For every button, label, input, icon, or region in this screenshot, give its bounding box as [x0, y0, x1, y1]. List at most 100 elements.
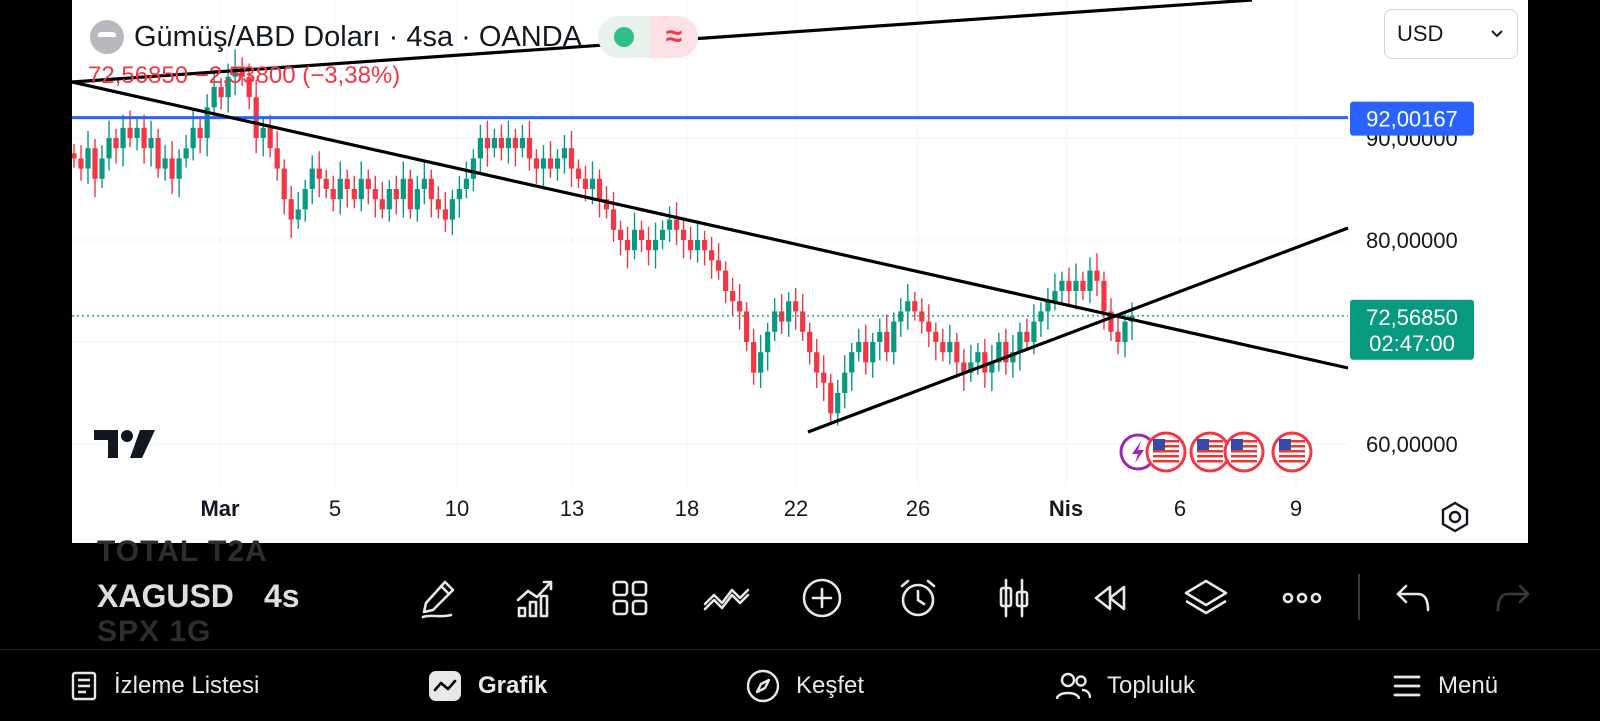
- candle-body: [337, 178, 343, 200]
- candle-body: [372, 189, 378, 200]
- candle-body: [1115, 331, 1121, 342]
- candle-body: [540, 158, 547, 169]
- candle-body: [575, 168, 582, 179]
- symbol-ticker[interactable]: XAGUSD: [97, 578, 234, 614]
- candle-body: [449, 199, 455, 220]
- us-flag-icon[interactable]: [1189, 431, 1231, 473]
- nav-explore[interactable]: Keşfet: [746, 650, 864, 721]
- candle-body: [288, 199, 294, 220]
- symbol-title[interactable]: Gümüş/ABD Doları · 4sa · OANDA: [134, 20, 582, 53]
- alarm-icon[interactable]: [890, 570, 946, 626]
- candle-body: [519, 138, 526, 149]
- more-icon[interactable]: [1274, 570, 1330, 626]
- symbol-header[interactable]: Gümüş/ABD Doları · 4sa · OANDA ≈: [90, 16, 698, 58]
- x-tick-label: 10: [445, 496, 469, 521]
- candle-body: [933, 331, 939, 342]
- us-flag-icon[interactable]: [1223, 431, 1265, 473]
- timeframe-label[interactable]: 4s: [264, 578, 300, 614]
- candle-body: [344, 178, 350, 189]
- candle-body: [666, 219, 673, 230]
- candle-body: [281, 168, 287, 200]
- chart-settings-icon[interactable]: [1438, 500, 1472, 534]
- horizontal-price-label: 92,00167: [1366, 107, 1458, 132]
- candle-body: [652, 240, 659, 251]
- drawing-toolbar: TOTAL T2A SPX 1G: [0, 535, 1600, 649]
- candle-body: [316, 168, 322, 179]
- candle-body: [393, 189, 399, 200]
- candle-body: [947, 342, 953, 353]
- market-open-dot-icon: [614, 27, 634, 47]
- price-chart[interactable]: Mar 5 10 13 18 22 26 Nis 6 990,0000080,0000060,00…: [72, 0, 1528, 543]
- candle-body: [694, 240, 701, 251]
- last-price-label-bg: [1350, 299, 1474, 360]
- candle-body: [526, 138, 533, 159]
- replay-icon[interactable]: [1082, 570, 1138, 626]
- candle-body: [926, 321, 932, 332]
- candle-body: [940, 342, 946, 353]
- us-flag-icon[interactable]: [1271, 431, 1313, 473]
- us-flag-icon[interactable]: [1145, 431, 1187, 473]
- candle-body: [498, 138, 505, 149]
- candle-body: [1003, 342, 1009, 363]
- community-icon: [1055, 672, 1091, 699]
- candle-body: [365, 178, 371, 189]
- x-tick-label: 22: [784, 496, 808, 521]
- nav-watchlist-label: İzleme Listesi: [114, 671, 260, 699]
- x-tick-label: 6: [1174, 496, 1186, 521]
- candle-body: [596, 178, 603, 200]
- add-icon[interactable]: [794, 570, 850, 626]
- redo-icon[interactable]: [1484, 570, 1540, 626]
- undo-icon[interactable]: [1386, 570, 1442, 626]
- candle-body: [772, 311, 778, 332]
- candle-body: [554, 158, 561, 169]
- compass-icon: [746, 669, 780, 702]
- candle-body: [197, 127, 203, 138]
- nav-chart[interactable]: Grafik: [428, 650, 547, 721]
- candle-body: [561, 148, 568, 159]
- candle-body: [162, 158, 168, 169]
- bottom-navigation: İzleme Listesi Grafik Keşfet Topluluk Me…: [0, 649, 1600, 721]
- candle-body: [155, 138, 161, 169]
- candle-body: [610, 209, 617, 230]
- market-status-pill[interactable]: ≈: [598, 16, 698, 58]
- candle-body: [1052, 291, 1058, 302]
- candle-body: [709, 250, 715, 261]
- currency-select[interactable]: USD: [1384, 9, 1518, 59]
- candle-body: [730, 291, 736, 302]
- countdown-label: 02:47:00: [1369, 331, 1455, 356]
- candle-body: [659, 229, 666, 240]
- x-tick-label: 9: [1290, 496, 1302, 521]
- candle-body: [141, 127, 147, 149]
- toolbar-separator: [1358, 574, 1360, 620]
- layers-icon[interactable]: [1178, 570, 1234, 626]
- candle-body: [72, 153, 77, 159]
- y-tick-label: 80,00000: [1366, 228, 1458, 253]
- candle-body: [148, 138, 154, 149]
- candles-icon[interactable]: [986, 570, 1042, 626]
- indicators-icon[interactable]: [507, 570, 563, 626]
- chart-icon: [429, 670, 461, 701]
- candle-body: [912, 301, 918, 312]
- nav-menu[interactable]: Menü: [1392, 650, 1498, 721]
- candle-body: [961, 362, 967, 373]
- tradingview-logo-icon: [94, 430, 155, 458]
- candle-body: [547, 158, 554, 169]
- candle-body: [421, 178, 427, 189]
- symbol-logo-icon: [90, 20, 124, 54]
- candle-body: [716, 260, 722, 271]
- candle-body: [645, 240, 652, 251]
- trendline-ascending: [807, 226, 1349, 434]
- candle-body: [428, 178, 434, 200]
- compare-icon[interactable]: [698, 570, 754, 626]
- nav-watchlist[interactable]: İzleme Listesi: [70, 650, 259, 721]
- nav-community[interactable]: Topluluk: [1055, 650, 1195, 721]
- candle-body: [723, 270, 729, 291]
- pencil-icon[interactable]: [411, 570, 467, 626]
- watchlist-ghost-row-bottom: SPX 1G: [97, 615, 212, 648]
- chart-panel[interactable]: Mar 5 10 13 18 22 26 Nis 6 9 90,00000 80,00000 60,00…: [72, 0, 1528, 543]
- candle-body: [295, 209, 301, 220]
- candle-body: [169, 158, 175, 179]
- candle-body: [1108, 311, 1114, 332]
- candle-body: [1038, 311, 1044, 322]
- layout-icon[interactable]: [602, 570, 658, 626]
